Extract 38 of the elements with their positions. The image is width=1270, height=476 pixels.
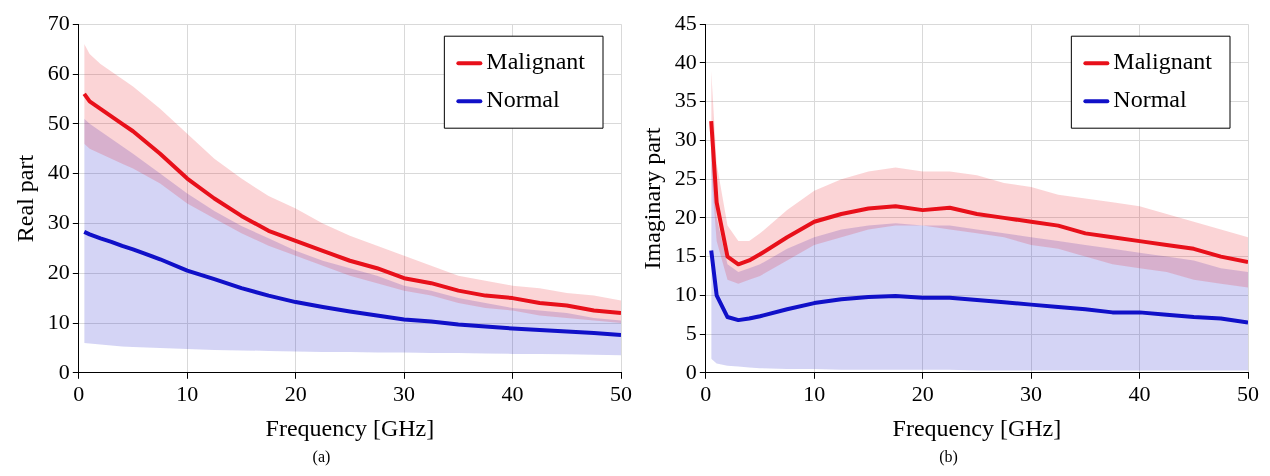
legend-label: Normal xyxy=(486,86,560,113)
x-tick-label: 30 xyxy=(1020,380,1043,406)
y-tick-label: 10 xyxy=(674,281,697,307)
text: (b) xyxy=(938,448,959,466)
x-tick-label: 20 xyxy=(911,380,934,406)
y-tick-label: 40 xyxy=(674,48,697,74)
text: (a) xyxy=(311,448,332,466)
legend-label: Malignant xyxy=(1113,48,1213,75)
y-tick-label: 0 xyxy=(58,358,70,384)
y-tick-label: 35 xyxy=(674,87,697,113)
x-tick-label: 40 xyxy=(501,380,524,406)
x-tick-label: 50 xyxy=(610,380,632,406)
y-tick-label: 70 xyxy=(47,9,70,35)
y-tick-label: 15 xyxy=(674,242,697,268)
legend-label: Normal xyxy=(1113,86,1187,113)
y-tick-label: 50 xyxy=(47,109,70,135)
x-axis-title: Frequency [GHz] xyxy=(265,414,435,441)
x-tick-label: 30 xyxy=(393,380,416,406)
legend-label: Malignant xyxy=(486,48,586,75)
x-tick-label: 10 xyxy=(803,380,826,406)
y-tick-label: 30 xyxy=(47,209,70,235)
x-axis-title: Frequency [GHz] xyxy=(892,414,1062,441)
y-tick-label: 20 xyxy=(47,258,70,284)
y-tick-label: 25 xyxy=(674,164,697,190)
y-tick-label: 5 xyxy=(685,319,697,345)
y-tick-label: 10 xyxy=(47,308,70,334)
y-tick-label: 30 xyxy=(674,126,697,152)
y-tick-label: 40 xyxy=(47,159,70,185)
y-axis-title: Real part xyxy=(11,154,38,243)
x-tick-label: 50 xyxy=(1237,380,1259,406)
x-tick-label: 10 xyxy=(176,380,199,406)
x-tick-label: 40 xyxy=(1128,380,1151,406)
x-tick-label: 20 xyxy=(284,380,307,406)
y-tick-label: 20 xyxy=(674,203,697,229)
y-tick-label: 0 xyxy=(685,358,697,384)
y-tick-label: 60 xyxy=(47,59,70,85)
y-axis-title: Imaginary part xyxy=(638,127,665,270)
y-tick-label: 45 xyxy=(674,9,697,35)
